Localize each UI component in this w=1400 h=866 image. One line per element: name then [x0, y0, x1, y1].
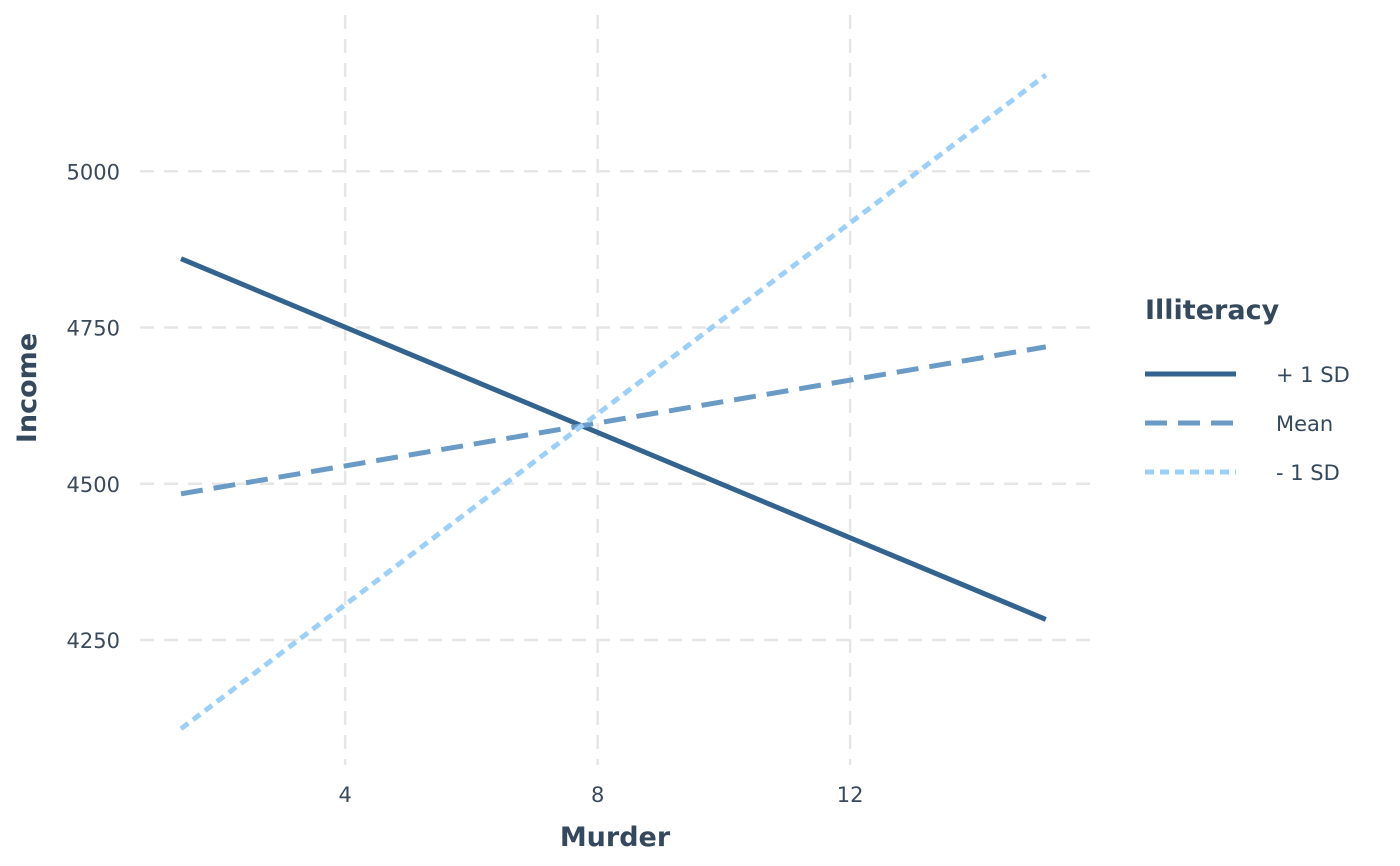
legend-items: + 1 SD Mean - 1 SD — [1145, 363, 1350, 485]
y-axis-title: Income — [12, 333, 43, 443]
legend-label-1: + 1 SD — [1276, 363, 1350, 387]
legend: Illiteracy + 1 SD Mean - 1 SD — [1145, 295, 1350, 485]
y-tick-label: 5000 — [67, 160, 120, 184]
series-lines — [179, 73, 1048, 731]
y-tick-label: 4750 — [67, 317, 120, 341]
y-tick-label: 4250 — [67, 629, 120, 653]
x-tick-label: 12 — [837, 783, 864, 807]
series-line-3 — [179, 73, 1048, 731]
x-tick-label: 4 — [338, 783, 351, 807]
series-line-2 — [180, 344, 1047, 497]
x-axis-ticks: 4 8 12 — [338, 783, 863, 807]
x-axis-title: Murder — [560, 822, 671, 853]
y-axis-ticks: 4250 4500 4750 5000 — [67, 160, 120, 653]
legend-label-3: - 1 SD — [1276, 461, 1340, 485]
legend-title: Illiteracy — [1145, 295, 1280, 326]
legend-label-2: Mean — [1276, 412, 1333, 436]
y-tick-label: 4500 — [67, 473, 120, 497]
x-tick-label: 8 — [591, 783, 604, 807]
series-line-1 — [180, 256, 1047, 622]
grid — [140, 15, 1090, 765]
